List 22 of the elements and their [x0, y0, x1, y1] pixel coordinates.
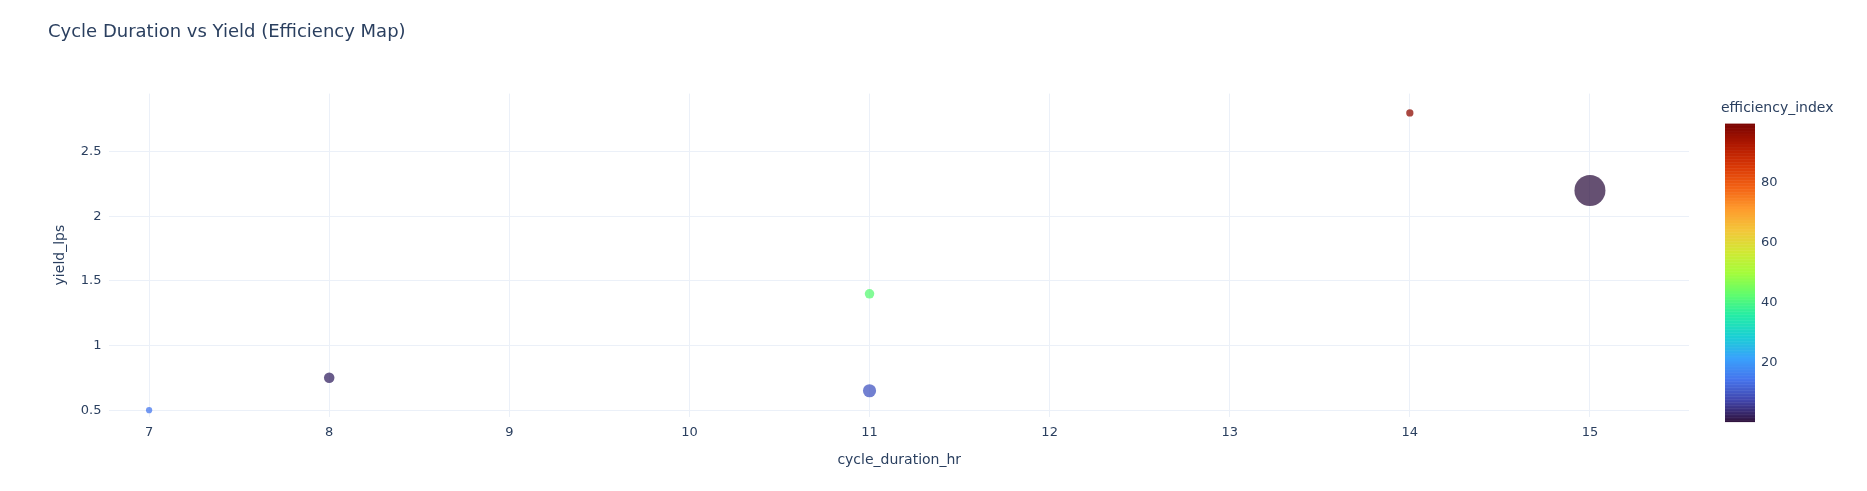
- x-tick-label: 9: [505, 423, 514, 439]
- y-axis-title: yield_lps: [51, 224, 68, 286]
- y-tick-label: 1: [93, 336, 102, 352]
- color-bar-label: 40: [1761, 294, 1778, 310]
- color-bar-title: efficiency_index: [1721, 99, 1834, 116]
- color-bar-label: 60: [1761, 233, 1778, 249]
- x-tick-label: 12: [1041, 423, 1058, 439]
- y-tick-label: 0.5: [80, 401, 102, 417]
- x-tick-label: 14: [1401, 423, 1419, 439]
- chart-title: Cycle Duration vs Yield (Efficiency Map): [48, 20, 406, 42]
- x-tick-label: 7: [144, 423, 154, 439]
- x-tick-label: 11: [861, 423, 878, 439]
- color-bar-label: 20: [1761, 354, 1778, 370]
- y-tick-label: 2.5: [80, 143, 102, 159]
- x-tick-label: 8: [325, 423, 334, 439]
- y-tick-label: 2: [93, 207, 102, 223]
- x-axis-title: cycle_duration_hr: [837, 451, 962, 468]
- y-tick-label: 1.5: [80, 272, 102, 288]
- x-tick-label: 13: [1221, 423, 1238, 439]
- x-tick-label: 10: [681, 423, 698, 439]
- x-tick-label: 15: [1581, 423, 1599, 439]
- color-bar-label: 80: [1761, 173, 1778, 189]
